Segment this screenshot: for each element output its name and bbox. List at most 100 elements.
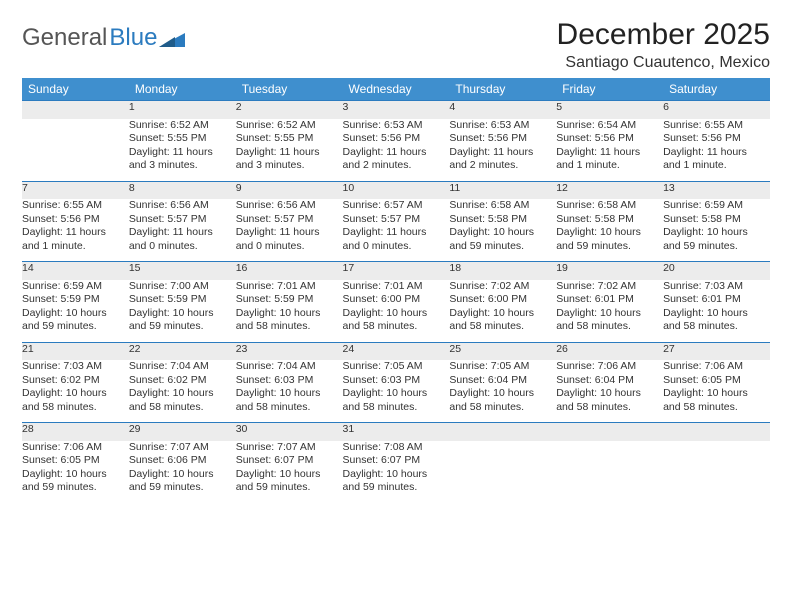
day-content-cell: Sunrise: 6:59 AMSunset: 5:58 PMDaylight:… xyxy=(663,199,770,262)
calendar-body: 123456Sunrise: 6:52 AMSunset: 5:55 PM Day… xyxy=(22,101,770,503)
day-detail-line: Sunrise: 7:05 AM xyxy=(343,360,450,374)
day-detail-line: and 59 minutes. xyxy=(663,240,770,254)
day-content-cell: Sunrise: 6:59 AMSunset: 5:59 PMDaylight:… xyxy=(22,280,129,343)
day-detail-line: and 3 minutes. xyxy=(236,159,343,173)
day-number-cell: 23 xyxy=(236,342,343,360)
day-content-cell: Sunrise: 7:03 AMSunset: 6:02 PMDaylight:… xyxy=(22,360,129,423)
weekday-header: Tuesday xyxy=(236,78,343,101)
day-content-cell xyxy=(449,441,556,503)
logo: GeneralBlue xyxy=(22,18,185,52)
title-block: December 2025 Santiago Cuautenco, Mexico xyxy=(557,18,770,72)
day-detail-line: Sunrise: 6:55 AM xyxy=(663,119,770,133)
day-detail-line: Sunrise: 7:08 AM xyxy=(343,441,450,455)
day-detail-line: Daylight: 10 hours xyxy=(129,468,236,482)
day-detail-line: Sunset: 5:55 PM xyxy=(236,132,343,146)
day-number-cell: 21 xyxy=(22,342,129,360)
day-detail-line: and 1 minute. xyxy=(22,240,129,254)
day-number-cell xyxy=(449,423,556,441)
day-detail-line: Sunset: 5:58 PM xyxy=(449,213,556,227)
day-number-cell: 31 xyxy=(343,423,450,441)
day-content-cell: Sunrise: 6:53 AMSunset: 5:56 PMDaylight:… xyxy=(449,119,556,182)
day-detail-line: Sunrise: 6:53 AM xyxy=(343,119,450,133)
day-detail-line: Sunset: 6:04 PM xyxy=(449,374,556,388)
day-detail-line: Daylight: 10 hours xyxy=(343,307,450,321)
calendar-page: GeneralBlue December 2025 Santiago Cuaut… xyxy=(0,0,792,513)
day-detail-line: Daylight: 10 hours xyxy=(236,387,343,401)
day-detail-line: and 59 minutes. xyxy=(22,481,129,495)
day-number-cell: 26 xyxy=(556,342,663,360)
day-detail-line: and 58 minutes. xyxy=(236,320,343,334)
day-content-cell: Sunrise: 6:57 AMSunset: 5:57 PMDaylight:… xyxy=(343,199,450,262)
day-detail-line: Daylight: 10 hours xyxy=(129,387,236,401)
day-detail-line: Sunset: 5:59 PM xyxy=(22,293,129,307)
day-number-cell: 28 xyxy=(22,423,129,441)
day-number-cell: 11 xyxy=(449,181,556,199)
day-detail-line: Sunset: 6:00 PM xyxy=(343,293,450,307)
day-number-cell: 27 xyxy=(663,342,770,360)
calendar-table: Sunday Monday Tuesday Wednesday Thursday… xyxy=(22,78,770,503)
day-content-cell: Sunrise: 7:05 AMSunset: 6:04 PMDaylight:… xyxy=(449,360,556,423)
day-detail-line: and 1 minute. xyxy=(663,159,770,173)
day-detail-line: Sunrise: 7:06 AM xyxy=(22,441,129,455)
day-detail-line: Sunrise: 6:53 AM xyxy=(449,119,556,133)
day-number-cell: 8 xyxy=(129,181,236,199)
day-number-cell: 7 xyxy=(22,181,129,199)
day-number-cell: 22 xyxy=(129,342,236,360)
day-content-cell: Sunrise: 7:06 AMSunset: 6:05 PMDaylight:… xyxy=(22,441,129,503)
day-detail-line: Sunset: 6:03 PM xyxy=(236,374,343,388)
day-detail-line: Sunset: 6:00 PM xyxy=(449,293,556,307)
day-detail-line: Daylight: 10 hours xyxy=(663,387,770,401)
day-detail-line: Sunrise: 6:58 AM xyxy=(449,199,556,213)
day-detail-line: Sunset: 5:56 PM xyxy=(663,132,770,146)
day-detail-line: and 58 minutes. xyxy=(129,401,236,415)
day-detail-line: and 58 minutes. xyxy=(449,320,556,334)
day-detail-line: Sunrise: 6:52 AM xyxy=(236,119,343,133)
day-detail-line: Daylight: 11 hours xyxy=(556,146,663,160)
day-detail-line: Sunrise: 6:52 AM xyxy=(129,119,236,133)
day-number-cell: 12 xyxy=(556,181,663,199)
day-content-cell: Sunrise: 7:01 AMSunset: 5:59 PMDaylight:… xyxy=(236,280,343,343)
day-number-cell: 1 xyxy=(129,101,236,119)
day-content-cell: Sunrise: 7:02 AMSunset: 6:01 PMDaylight:… xyxy=(556,280,663,343)
day-detail-line: and 58 minutes. xyxy=(236,401,343,415)
day-number-cell xyxy=(556,423,663,441)
day-content-cell: Sunrise: 7:01 AMSunset: 6:00 PMDaylight:… xyxy=(343,280,450,343)
day-detail-line: Daylight: 10 hours xyxy=(129,307,236,321)
day-detail-line: Daylight: 10 hours xyxy=(556,387,663,401)
day-detail-line: Sunset: 5:59 PM xyxy=(236,293,343,307)
day-detail-line: Sunset: 5:58 PM xyxy=(556,213,663,227)
day-detail-line: and 58 minutes. xyxy=(343,320,450,334)
day-detail-line: Daylight: 10 hours xyxy=(236,468,343,482)
day-content-cell: Sunrise: 7:03 AMSunset: 6:01 PMDaylight:… xyxy=(663,280,770,343)
day-detail-line: Sunset: 6:02 PM xyxy=(129,374,236,388)
day-detail-line: Sunset: 6:07 PM xyxy=(236,454,343,468)
day-detail-line: Daylight: 10 hours xyxy=(449,226,556,240)
day-detail-line: Daylight: 10 hours xyxy=(22,387,129,401)
day-detail-line: Daylight: 10 hours xyxy=(22,468,129,482)
day-number-cell xyxy=(22,101,129,119)
day-detail-line: and 58 minutes. xyxy=(22,401,129,415)
day-detail-line: Daylight: 10 hours xyxy=(22,307,129,321)
day-number-cell: 29 xyxy=(129,423,236,441)
day-number-cell: 5 xyxy=(556,101,663,119)
day-detail-line: and 0 minutes. xyxy=(343,240,450,254)
day-detail-line: Sunset: 5:59 PM xyxy=(129,293,236,307)
day-detail-line: Sunset: 6:05 PM xyxy=(663,374,770,388)
logo-text-general: General xyxy=(22,24,107,52)
day-detail-line: Sunrise: 7:02 AM xyxy=(556,280,663,294)
day-detail-line: Sunset: 6:01 PM xyxy=(663,293,770,307)
day-content-cell: Sunrise: 7:05 AMSunset: 6:03 PMDaylight:… xyxy=(343,360,450,423)
day-detail-line: Daylight: 10 hours xyxy=(449,307,556,321)
logo-text-blue: Blue xyxy=(109,24,157,52)
day-detail-line: Daylight: 11 hours xyxy=(129,226,236,240)
day-detail-line: Sunrise: 7:07 AM xyxy=(129,441,236,455)
weekday-header: Wednesday xyxy=(343,78,450,101)
day-number-row: 123456 xyxy=(22,101,770,119)
day-detail-line: Sunrise: 7:06 AM xyxy=(663,360,770,374)
day-detail-line: Sunset: 6:05 PM xyxy=(22,454,129,468)
day-detail-line: Sunset: 5:57 PM xyxy=(129,213,236,227)
day-detail-line: Sunrise: 7:03 AM xyxy=(22,360,129,374)
day-content-cell xyxy=(556,441,663,503)
day-detail-line: and 59 minutes. xyxy=(556,240,663,254)
day-number-cell: 17 xyxy=(343,262,450,280)
